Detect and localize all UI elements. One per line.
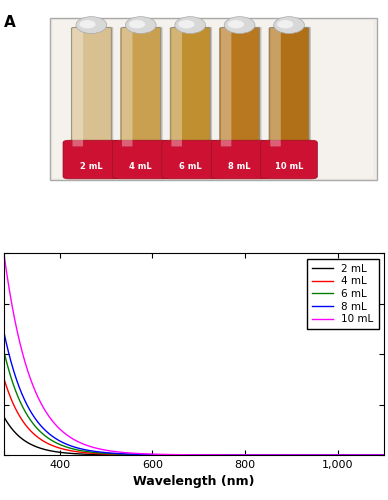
- 10 mL: [382, 452, 386, 458]
- Text: 8 mL: 8 mL: [229, 162, 251, 171]
- 4 mL: [155, 452, 160, 458]
- Ellipse shape: [224, 16, 255, 34]
- 2 mL: [263, 452, 267, 458]
- FancyBboxPatch shape: [220, 28, 260, 147]
- 6 mL: [305, 452, 310, 458]
- Ellipse shape: [274, 16, 305, 34]
- 6 mL: [155, 452, 160, 458]
- Text: 6 mL: 6 mL: [179, 162, 201, 171]
- Ellipse shape: [175, 16, 206, 34]
- Ellipse shape: [80, 20, 96, 28]
- FancyBboxPatch shape: [261, 140, 317, 179]
- FancyBboxPatch shape: [113, 140, 169, 179]
- Text: 2 mL: 2 mL: [80, 162, 103, 171]
- FancyBboxPatch shape: [73, 27, 113, 146]
- 8 mL: [40, 424, 45, 430]
- FancyBboxPatch shape: [170, 28, 210, 147]
- 8 mL: [263, 452, 267, 458]
- FancyBboxPatch shape: [71, 28, 111, 147]
- Ellipse shape: [277, 20, 293, 28]
- Line: 8 mL: 8 mL: [4, 332, 384, 455]
- 6 mL: [263, 452, 267, 458]
- FancyBboxPatch shape: [50, 18, 376, 180]
- 8 mL: [155, 452, 160, 458]
- 2 mL: [305, 452, 310, 458]
- 10 mL: [298, 452, 303, 458]
- 8 mL: [305, 452, 310, 458]
- 4 mL: [2, 376, 6, 382]
- 4 mL: [298, 452, 303, 458]
- 4 mL: [169, 452, 174, 458]
- FancyBboxPatch shape: [121, 28, 161, 147]
- Ellipse shape: [125, 16, 156, 34]
- FancyBboxPatch shape: [53, 20, 373, 178]
- 6 mL: [169, 452, 174, 458]
- FancyBboxPatch shape: [271, 27, 311, 146]
- 2 mL: [155, 452, 160, 458]
- 2 mL: [2, 414, 6, 420]
- 10 mL: [169, 452, 174, 458]
- Ellipse shape: [228, 20, 244, 28]
- 10 mL: [305, 452, 310, 458]
- Text: A: A: [4, 15, 16, 30]
- 6 mL: [382, 452, 386, 458]
- 6 mL: [298, 452, 303, 458]
- 2 mL: [169, 452, 174, 458]
- Line: 10 mL: 10 mL: [4, 254, 384, 455]
- 10 mL: [155, 452, 160, 458]
- 8 mL: [169, 452, 174, 458]
- 4 mL: [263, 452, 267, 458]
- Line: 4 mL: 4 mL: [4, 378, 384, 455]
- Ellipse shape: [178, 20, 194, 28]
- 6 mL: [2, 348, 6, 354]
- 2 mL: [382, 452, 386, 458]
- 10 mL: [2, 250, 6, 256]
- 4 mL: [40, 438, 45, 444]
- 4 mL: [382, 452, 386, 458]
- Ellipse shape: [129, 20, 145, 28]
- Text: 4 mL: 4 mL: [130, 162, 152, 171]
- FancyBboxPatch shape: [221, 28, 231, 146]
- 10 mL: [40, 404, 45, 409]
- 8 mL: [2, 329, 6, 335]
- FancyBboxPatch shape: [122, 28, 132, 146]
- FancyBboxPatch shape: [172, 27, 212, 146]
- Legend: 2 mL, 4 mL, 6 mL, 8 mL, 10 mL: 2 mL, 4 mL, 6 mL, 8 mL, 10 mL: [307, 258, 379, 330]
- 4 mL: [305, 452, 310, 458]
- 10 mL: [263, 452, 267, 458]
- Line: 6 mL: 6 mL: [4, 351, 384, 455]
- FancyBboxPatch shape: [270, 28, 281, 146]
- Text: 10 mL: 10 mL: [275, 162, 303, 171]
- Ellipse shape: [76, 16, 107, 34]
- FancyBboxPatch shape: [162, 140, 218, 179]
- 8 mL: [382, 452, 386, 458]
- FancyBboxPatch shape: [63, 140, 120, 179]
- FancyBboxPatch shape: [211, 140, 268, 179]
- 8 mL: [298, 452, 303, 458]
- FancyBboxPatch shape: [222, 27, 262, 146]
- 2 mL: [298, 452, 303, 458]
- 6 mL: [40, 431, 45, 437]
- FancyBboxPatch shape: [171, 28, 182, 146]
- FancyBboxPatch shape: [269, 28, 309, 147]
- FancyBboxPatch shape: [73, 28, 83, 146]
- 2 mL: [40, 446, 45, 452]
- FancyBboxPatch shape: [123, 27, 163, 146]
- Line: 2 mL: 2 mL: [4, 416, 384, 455]
- X-axis label: Wavelength (nm): Wavelength (nm): [133, 476, 255, 488]
